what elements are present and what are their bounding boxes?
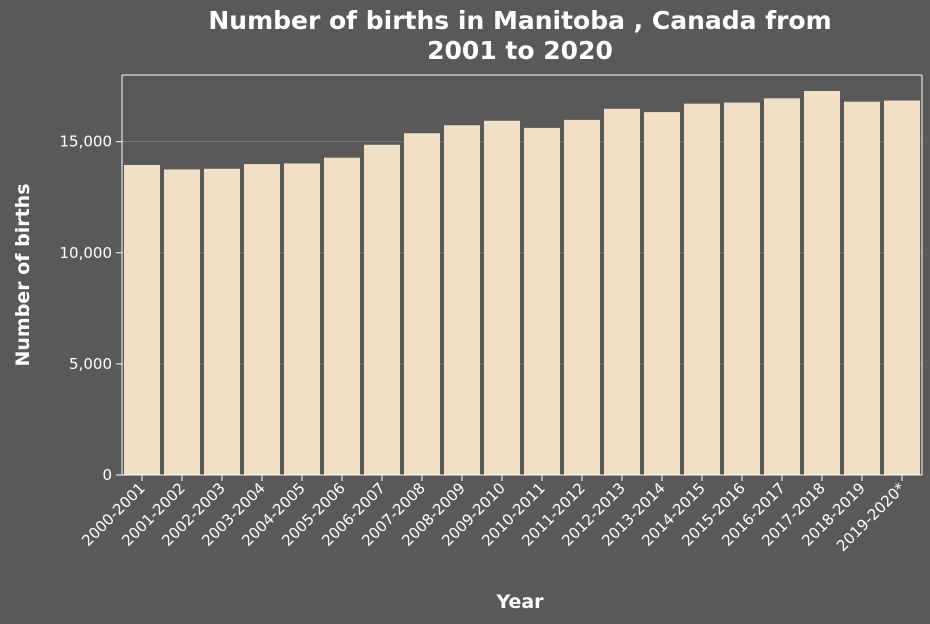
bar bbox=[444, 125, 480, 475]
bar bbox=[404, 133, 440, 475]
bar bbox=[524, 127, 560, 475]
bar bbox=[644, 112, 680, 475]
bar bbox=[364, 144, 400, 475]
chart-title-line-2: 2001 to 2020 bbox=[427, 36, 613, 65]
bar bbox=[284, 163, 320, 475]
bar bbox=[884, 100, 920, 476]
bar bbox=[124, 165, 160, 475]
bar bbox=[764, 98, 800, 475]
bar bbox=[244, 164, 280, 475]
y-axis-title: Number of births bbox=[12, 183, 34, 366]
chart-title-line-1: Number of births in Manitoba , Canada fr… bbox=[208, 6, 831, 35]
y-tick-label: 5,000 bbox=[69, 355, 112, 373]
bar bbox=[564, 119, 600, 475]
bar bbox=[164, 169, 200, 475]
bar bbox=[804, 91, 840, 475]
bar bbox=[724, 102, 760, 476]
bar bbox=[204, 168, 240, 475]
y-tick-label: 15,000 bbox=[60, 133, 113, 151]
bar bbox=[844, 101, 880, 476]
bars bbox=[124, 91, 920, 476]
y-tick-label: 0 bbox=[102, 466, 112, 484]
bar bbox=[684, 103, 720, 476]
bar bbox=[484, 120, 520, 476]
bar bbox=[324, 157, 360, 475]
bar bbox=[604, 108, 640, 476]
x-axis-title: Year bbox=[495, 591, 544, 613]
y-tick-label: 10,000 bbox=[60, 244, 113, 262]
gridlines bbox=[122, 141, 922, 365]
